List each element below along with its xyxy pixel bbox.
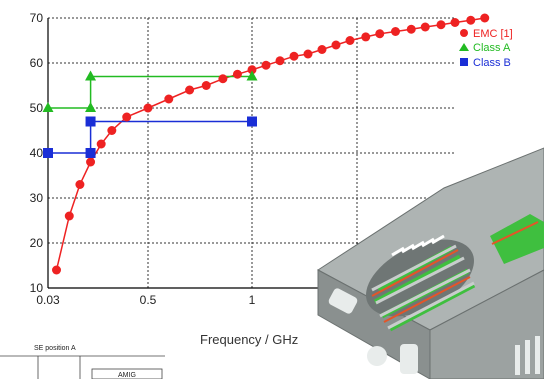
inset-label: AMIG bbox=[118, 372, 136, 379]
series-0-point-17 bbox=[303, 49, 313, 59]
series-0-point-21 bbox=[361, 32, 371, 42]
series-0-point-13 bbox=[247, 65, 257, 75]
legend-label-class-a: Class A bbox=[473, 42, 511, 54]
x-tick-label-2: 1 bbox=[249, 293, 256, 307]
series-1-point-3 bbox=[246, 70, 258, 81]
series-0-point-27 bbox=[450, 18, 460, 27]
y-tick-label-4: 50 bbox=[30, 101, 44, 115]
series-markers bbox=[42, 13, 490, 275]
enclosure-illustration bbox=[317, 147, 544, 379]
vent-slots bbox=[391, 234, 445, 257]
series-0-point-3 bbox=[86, 157, 96, 167]
y-tick-label-3: 40 bbox=[30, 146, 44, 160]
series-2-point-1 bbox=[85, 148, 96, 158]
series-0-point-23 bbox=[391, 27, 400, 36]
series-0-point-18 bbox=[317, 45, 327, 54]
series-0-point-9 bbox=[185, 85, 195, 95]
series-0-point-29 bbox=[480, 13, 490, 23]
front-hole bbox=[367, 346, 387, 366]
series-0-point-6 bbox=[122, 112, 132, 122]
series-0-point-25 bbox=[420, 22, 430, 32]
inset-title: SE position A bbox=[34, 345, 76, 352]
series-line-1 bbox=[48, 75, 252, 109]
series-1-point-0 bbox=[42, 102, 54, 112]
series-2-point-2 bbox=[85, 116, 96, 127]
front-slot-2 bbox=[400, 344, 418, 374]
series-0-point-4 bbox=[96, 139, 106, 149]
legend: EMC [1] Class A Class B bbox=[459, 28, 513, 69]
top-board-trace bbox=[491, 221, 539, 245]
legend-marker-class-b bbox=[460, 58, 468, 66]
series-0-point-14 bbox=[261, 60, 271, 70]
series-0-point-5 bbox=[107, 126, 117, 135]
series-0-point-7 bbox=[143, 103, 153, 113]
inset-label-box bbox=[91, 368, 163, 379]
inset-table-fragment: SE position A AMIG bbox=[0, 345, 165, 379]
y-tick-label-2: 30 bbox=[30, 191, 44, 205]
series-0-point-19 bbox=[331, 40, 341, 50]
series-0-point-24 bbox=[406, 24, 416, 34]
series-1-point-2 bbox=[85, 70, 97, 81]
y-tick-label-5: 60 bbox=[30, 56, 44, 70]
side-vents bbox=[515, 336, 540, 375]
y-tick-label-0: 10 bbox=[30, 281, 44, 295]
series-0-point-2 bbox=[75, 180, 85, 189]
legend-label-emc: EMC [1] bbox=[473, 28, 513, 40]
series-0-point-16 bbox=[289, 51, 299, 61]
series-0-point-11 bbox=[218, 74, 228, 84]
y-tick-label-6: 70 bbox=[30, 11, 44, 25]
series-1-point-1 bbox=[85, 102, 97, 112]
series-0-point-8 bbox=[164, 94, 174, 104]
grid bbox=[48, 17, 455, 288]
y-tick-label-1: 20 bbox=[30, 236, 44, 250]
series-0-point-26 bbox=[436, 20, 446, 30]
front-slot bbox=[328, 288, 358, 314]
series-0-point-20 bbox=[345, 36, 355, 45]
legend-marker-emc bbox=[460, 29, 468, 37]
series-0-point-28 bbox=[466, 15, 476, 25]
tick-labels: 10 20 30 40 50 60 70 0.03 0.5 1 bbox=[30, 11, 256, 307]
series-2-point-3 bbox=[247, 116, 257, 127]
series-line-2 bbox=[48, 120, 252, 154]
series-0-point-10 bbox=[201, 81, 211, 90]
legend-marker-class-a bbox=[459, 43, 469, 51]
x-tick-label-1: 0.5 bbox=[140, 293, 157, 307]
x-tick-label-0: 0.03 bbox=[36, 293, 60, 307]
series-0-point-1 bbox=[64, 211, 74, 221]
series-0-point-0 bbox=[52, 265, 62, 275]
series-0-point-15 bbox=[275, 56, 285, 66]
series-0-point-12 bbox=[232, 69, 242, 79]
grille-bars bbox=[371, 244, 475, 330]
x-axis-label: Frequency / GHz bbox=[200, 332, 298, 347]
series-0-point-22 bbox=[375, 29, 385, 39]
legend-label-class-b: Class B bbox=[473, 57, 511, 69]
series-2-point-0 bbox=[43, 148, 53, 158]
